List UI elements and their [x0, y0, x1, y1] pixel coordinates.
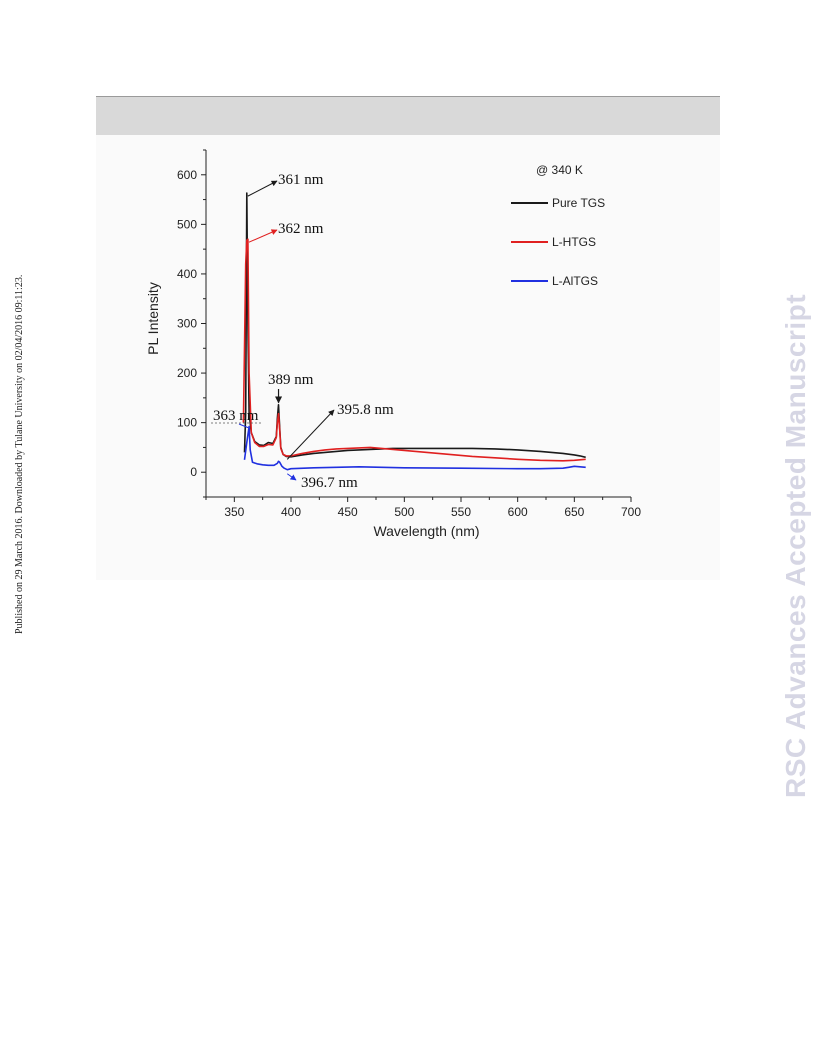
x-tick-label: 550 [451, 505, 471, 519]
series-line-1 [242, 238, 586, 462]
y-tick-label: 400 [177, 267, 197, 281]
header-band [96, 97, 720, 135]
y-tick-label: 200 [177, 366, 197, 380]
publication-note-text: Published on 29 March 2016. Downloaded b… [14, 274, 25, 634]
annotation-arrow [286, 409, 335, 460]
figure-background [96, 135, 720, 580]
annotation-leader [238, 423, 249, 429]
series-line-2 [243, 425, 586, 471]
y-tick-label: 0 [190, 465, 197, 479]
x-tick-label: 350 [224, 505, 244, 519]
annotation-label: 362 nm [278, 221, 324, 237]
watermark-text: RSC Advances Accepted Manuscript [780, 293, 811, 798]
x-tick-label: 400 [281, 505, 301, 519]
y-tick-label: 600 [177, 168, 197, 182]
pl-intensity-chart: 350 400 450 500 550 600 650 700 0 100 200 300 400 500… [145, 149, 641, 539]
y-axis-title: PL Intensity [145, 282, 161, 355]
y-tick-label: 100 [177, 416, 197, 430]
annotation-arrow [248, 229, 278, 243]
annotation-label: 389 nm [268, 372, 314, 388]
x-tick-label: 450 [338, 505, 358, 519]
y-tick-label: 300 [177, 317, 197, 331]
annotation-label: 395.8 nm [337, 402, 394, 418]
legend-label: L-AlTGS [552, 274, 598, 288]
x-tick-label: 600 [508, 505, 528, 519]
annotation-arrow [247, 180, 278, 197]
legend-label: Pure TGS [552, 196, 605, 210]
legend-label: L-HTGS [552, 235, 596, 249]
legend-title: @ 340 K [536, 163, 583, 177]
annotation-arrow [286, 473, 297, 481]
x-tick-label: 650 [564, 505, 584, 519]
x-axis-title: Wavelength (nm) [373, 523, 479, 539]
annotation-label: 396.7 nm [301, 475, 358, 491]
page-rule [96, 96, 720, 97]
series-line-0 [243, 192, 586, 459]
x-tick-label: 500 [394, 505, 414, 519]
y-tick-label: 500 [177, 217, 197, 231]
annotation-label: 361 nm [278, 172, 324, 188]
x-tick-label: 700 [621, 505, 641, 519]
annotation-label: 363 nm [213, 408, 259, 424]
